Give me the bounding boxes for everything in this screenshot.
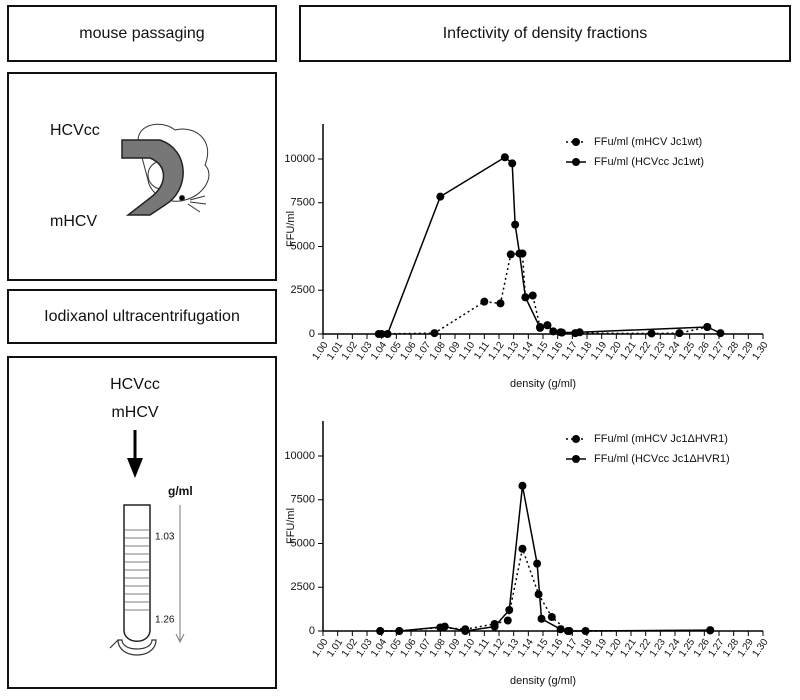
data-point [440, 622, 449, 631]
x-tick-label: 1.30 [750, 637, 770, 660]
data-point [543, 321, 552, 330]
y-tick-label: 0 [309, 625, 315, 637]
data-point [506, 250, 515, 259]
label: HCVcc [50, 122, 100, 139]
data-point [490, 622, 499, 631]
data-point [521, 293, 530, 302]
density-arrow-head [175, 633, 185, 644]
data-point [534, 590, 543, 599]
y-tick-label: 7500 [291, 494, 315, 506]
legend-marker [572, 455, 580, 463]
y-tick-label: 5000 [291, 537, 315, 549]
legend-marker [572, 158, 580, 166]
y-tick-label: 0 [309, 328, 315, 340]
series-line [378, 252, 708, 335]
legend-label: FFu/ml (HCVcc Jc1wt) [594, 156, 704, 168]
data-point [558, 328, 567, 337]
y-tick-label: 2500 [291, 284, 315, 296]
panel-box [7, 289, 277, 344]
data-point [395, 627, 404, 635]
y-tick-label: 10000 [284, 450, 315, 462]
legend-marker [572, 138, 580, 146]
data-point [430, 329, 439, 338]
legend-marker [572, 435, 580, 443]
label: HCVcc [110, 376, 160, 393]
panel-title: Iodixanol ultracentrifugation [44, 308, 240, 325]
data-point [528, 291, 537, 300]
data-point [518, 544, 527, 553]
panel-box [7, 5, 277, 62]
data-point [376, 627, 385, 635]
data-point [480, 297, 489, 306]
series-line [381, 156, 721, 335]
series-line [380, 485, 711, 632]
arrow [121, 139, 184, 216]
data-point [675, 329, 684, 338]
data-point [518, 481, 527, 490]
label: g/ml [168, 484, 193, 498]
legend-label: FFu/ml (mHCV Jc1ΔHVR1) [594, 433, 728, 445]
arrow-head [127, 458, 143, 478]
data-point [377, 330, 386, 338]
data-point [575, 328, 584, 337]
data-point [703, 323, 712, 331]
data-point [508, 159, 517, 168]
tube [123, 504, 151, 642]
panel-title: Infectivity of density fractions [443, 25, 648, 42]
data-point [536, 323, 545, 332]
tube-holder [109, 639, 157, 656]
x-axis-label: density (g/ml) [510, 378, 576, 390]
x-tick-label: 1.30 [750, 340, 770, 363]
data-point [505, 606, 514, 614]
data-point [556, 625, 565, 634]
y-axis-label: FFU/ml [285, 508, 297, 544]
data-point [537, 614, 546, 623]
data-point [549, 327, 558, 336]
data-point [503, 616, 512, 625]
y-tick-label: 5000 [291, 240, 315, 252]
data-point [533, 559, 542, 568]
tube-lines [124, 529, 150, 611]
y-tick-label: 10000 [284, 153, 315, 165]
y-tick-label: 2500 [291, 581, 315, 593]
data-point [515, 249, 524, 258]
data-point [383, 330, 392, 338]
label: mHCV [50, 213, 97, 230]
data-point [436, 192, 445, 201]
panel-box [7, 356, 277, 689]
panel-title: mouse passaging [79, 25, 204, 42]
data-point [511, 220, 520, 229]
data-point [565, 627, 574, 635]
legend-label: FFu/ml (mHCV Jc1wt) [594, 136, 702, 148]
label: 1.03 [155, 532, 175, 543]
panel-box [7, 72, 277, 281]
data-point [461, 627, 470, 635]
label: mHCV [111, 404, 158, 421]
data-point [716, 329, 725, 338]
data-point [496, 299, 505, 308]
data-point [500, 153, 509, 162]
data-point [706, 626, 715, 635]
y-tick-label: 7500 [291, 197, 315, 209]
data-point [547, 613, 556, 621]
x-axis-label: density (g/ml) [510, 675, 576, 687]
legend-label: FFu/ml (HCVcc Jc1ΔHVR1) [594, 453, 730, 465]
charts: 0250050007500100001.001.011.021.031.041.… [284, 124, 771, 687]
data-point [647, 329, 656, 338]
panel-box [299, 5, 791, 62]
y-axis-label: FFU/ml [285, 211, 297, 247]
label: 1.26 [155, 615, 175, 626]
